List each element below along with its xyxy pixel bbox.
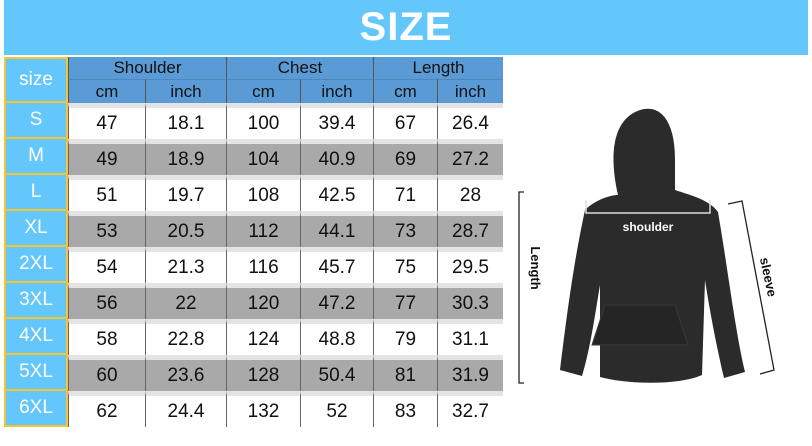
sleeve-measure-line (727, 200, 775, 375)
table-cell: 31.1 (437, 319, 503, 355)
shoulder-label: shoulder (623, 220, 674, 234)
size-label: L (4, 175, 68, 211)
table-cell: 77 (373, 283, 437, 319)
table-cell: 44.1 (300, 211, 373, 247)
table-cell: 69 (373, 139, 437, 175)
table-cell: 108 (226, 175, 300, 211)
unit-header: cm (68, 79, 145, 103)
size-label: 4XL (4, 319, 68, 355)
table-cell: 53 (68, 211, 145, 247)
hoodie-pocket (591, 304, 689, 346)
table-cell: 62 (68, 391, 145, 427)
size-table: size Shoulder Chest Length cm inch cm inch cm inc… (4, 57, 503, 427)
group-header-shoulder: Shoulder (68, 57, 226, 79)
unit-header: inch (300, 79, 373, 103)
table-cell: 83 (373, 391, 437, 427)
group-header-length: Length (373, 57, 503, 79)
table-cell: 71 (373, 175, 437, 211)
table-cell: 23.6 (145, 355, 226, 391)
table-cell: 60 (68, 355, 145, 391)
size-label: 2XL (4, 247, 68, 283)
table-cell: 73 (373, 211, 437, 247)
unit-header: cm (226, 79, 300, 103)
table-cell: 81 (373, 355, 437, 391)
group-header-chest: Chest (226, 57, 373, 79)
table-cell: 75 (373, 247, 437, 283)
table-cell: 47 (68, 103, 145, 139)
unit-header: cm (373, 79, 437, 103)
table-cell: 39.4 (300, 103, 373, 139)
size-label: 6XL (4, 391, 68, 427)
table-cell: 52 (300, 391, 373, 427)
table-cell: 28 (437, 175, 503, 211)
sleeve-label: sleeve (757, 256, 780, 298)
table-cell: 21.3 (145, 247, 226, 283)
table-cell: 128 (226, 355, 300, 391)
table-cell: 67 (373, 103, 437, 139)
table-cell: 27.2 (437, 139, 503, 175)
table-cell: 112 (226, 211, 300, 247)
table-cell: 54 (68, 247, 145, 283)
size-label: S (4, 103, 68, 139)
table-cell: 48.8 (300, 319, 373, 355)
table-cell: 18.1 (145, 103, 226, 139)
size-label: XL (4, 211, 68, 247)
table-cell: 30.3 (437, 283, 503, 319)
unit-header: inch (437, 79, 503, 103)
table-cell: 124 (226, 319, 300, 355)
table-cell: 42.5 (300, 175, 373, 211)
shoulder-measure-line (585, 200, 711, 214)
table-cell: 24.4 (145, 391, 226, 427)
table-cell: 18.9 (145, 139, 226, 175)
table-cell: 19.7 (145, 175, 226, 211)
table-cell: 79 (373, 319, 437, 355)
table-cell: 45.7 (300, 247, 373, 283)
size-column-header: size (4, 57, 68, 103)
table-cell: 51 (68, 175, 145, 211)
table-cell: 120 (226, 283, 300, 319)
table-cell: 28.7 (437, 211, 503, 247)
table-cell: 22 (145, 283, 226, 319)
table-cell: 29.5 (437, 247, 503, 283)
length-measure-line (518, 191, 524, 384)
size-label: 3XL (4, 283, 68, 319)
table-cell: 49 (68, 139, 145, 175)
size-chart-title: SIZE (4, 0, 808, 55)
table-cell: 47.2 (300, 283, 373, 319)
table-cell: 100 (226, 103, 300, 139)
table-cell: 40.9 (300, 139, 373, 175)
table-cell: 22.8 (145, 319, 226, 355)
size-label: 5XL (4, 355, 68, 391)
length-label: Length (528, 246, 543, 289)
table-cell: 26.4 (437, 103, 503, 139)
unit-header: inch (145, 79, 226, 103)
table-cell: 132 (226, 391, 300, 427)
table-cell: 20.5 (145, 211, 226, 247)
table-cell: 58 (68, 319, 145, 355)
size-label: M (4, 139, 68, 175)
table-cell: 32.7 (437, 391, 503, 427)
hoodie-diagram: shoulder Length sleeve (518, 108, 780, 384)
table-cell: 31.9 (437, 355, 503, 391)
table-cell: 116 (226, 247, 300, 283)
table-cell: 56 (68, 283, 145, 319)
table-cell: 104 (226, 139, 300, 175)
table-cell: 50.4 (300, 355, 373, 391)
